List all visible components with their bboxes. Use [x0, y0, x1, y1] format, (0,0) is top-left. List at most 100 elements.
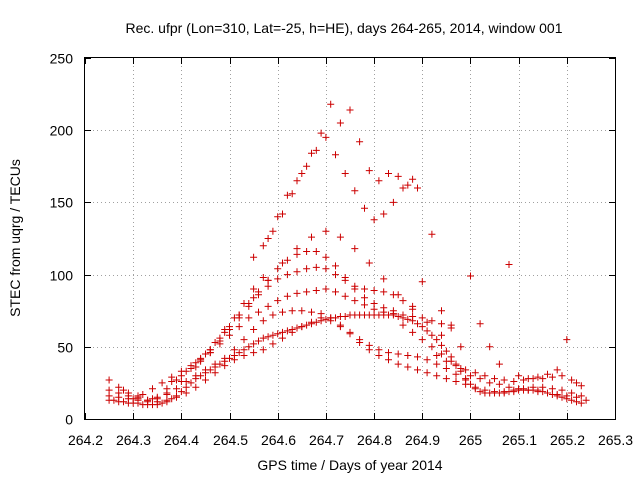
- x-tick-label: 265: [459, 432, 483, 448]
- data-point: [279, 210, 286, 218]
- data-point: [288, 190, 296, 198]
- data-point: [423, 327, 431, 335]
- data-point: [442, 357, 450, 365]
- data-point: [582, 396, 590, 404]
- data-point: [279, 334, 286, 342]
- data-point: [423, 356, 431, 364]
- data-point: [211, 339, 219, 346]
- data-point: [370, 216, 378, 224]
- data-point: [394, 350, 402, 358]
- data-point: [206, 346, 214, 354]
- data-point: [264, 235, 272, 242]
- data-point: [202, 366, 209, 374]
- data-point: [423, 369, 431, 377]
- data-point: [399, 297, 407, 305]
- data-point: [491, 375, 498, 383]
- x-tick-label: 264.7: [309, 432, 344, 448]
- data-point: [414, 353, 421, 361]
- data-point: [346, 106, 354, 114]
- data-point: [404, 363, 412, 371]
- data-point: [235, 311, 243, 319]
- data-point: [192, 372, 200, 380]
- data-point: [322, 253, 330, 261]
- y-axis-label: STEC from uqrg / TECUs: [7, 159, 23, 317]
- data-point: [442, 347, 450, 355]
- data-point: [558, 393, 566, 401]
- data-point: [380, 275, 388, 283]
- data-point: [452, 370, 460, 378]
- data-point: [385, 349, 392, 357]
- y-tick-label: 50: [57, 340, 73, 356]
- y-tick-label: 150: [50, 195, 74, 211]
- data-point: [322, 227, 330, 235]
- data-point: [283, 191, 291, 199]
- data-point: [336, 233, 344, 241]
- data-point: [481, 386, 489, 394]
- data-point: [226, 323, 233, 331]
- data-point: [245, 314, 253, 322]
- data-point: [409, 175, 417, 183]
- data-point: [120, 398, 127, 406]
- data-point: [283, 256, 291, 264]
- data-point: [442, 375, 450, 383]
- data-point: [327, 100, 335, 108]
- data-point: [548, 385, 556, 393]
- data-point: [423, 318, 431, 326]
- data-point: [370, 300, 378, 307]
- data-point: [129, 395, 137, 403]
- data-point: [317, 310, 325, 318]
- data-points: [105, 100, 590, 409]
- data-point: [365, 167, 373, 175]
- data-point: [534, 373, 542, 381]
- data-point: [269, 340, 277, 348]
- data-point: [250, 285, 258, 293]
- data-point: [428, 331, 436, 339]
- data-point: [500, 388, 508, 396]
- data-point: [438, 350, 445, 358]
- data-point: [264, 333, 272, 341]
- data-point: [283, 292, 291, 300]
- data-point: [438, 341, 445, 349]
- data-point: [573, 393, 580, 401]
- data-point: [298, 323, 306, 331]
- data-point: [447, 321, 455, 329]
- data-point: [515, 372, 523, 380]
- y-tick-label: 250: [50, 51, 74, 67]
- data-point: [245, 343, 253, 351]
- data-point: [240, 300, 248, 307]
- data-point: [476, 320, 484, 328]
- data-point: [510, 378, 518, 385]
- data-point: [495, 360, 503, 368]
- data-point: [529, 375, 537, 383]
- data-point: [269, 311, 277, 319]
- data-point: [158, 399, 166, 407]
- data-point: [467, 272, 474, 280]
- data-point: [312, 248, 320, 255]
- data-point: [274, 275, 282, 283]
- data-point: [365, 259, 373, 267]
- data-point: [298, 170, 306, 177]
- data-point: [553, 391, 561, 398]
- data-point: [351, 285, 359, 293]
- data-point: [288, 307, 296, 315]
- data-point: [274, 330, 282, 338]
- data-point: [380, 304, 388, 312]
- data-point: [438, 331, 445, 339]
- data-point: [274, 265, 282, 273]
- data-point: [336, 321, 344, 329]
- data-point: [235, 349, 243, 357]
- data-point: [365, 341, 373, 349]
- data-point: [173, 385, 180, 393]
- data-point: [433, 372, 441, 380]
- data-point: [394, 360, 402, 368]
- y-tick-label: 100: [50, 268, 74, 284]
- data-point: [341, 313, 349, 320]
- data-point: [288, 328, 296, 336]
- data-point: [177, 388, 185, 396]
- data-point: [173, 376, 180, 384]
- data-point: [361, 285, 368, 293]
- data-point: [240, 352, 248, 359]
- x-tick-label: 264.3: [116, 432, 151, 448]
- x-axis-label: GPS time / Days of year 2014: [257, 457, 442, 473]
